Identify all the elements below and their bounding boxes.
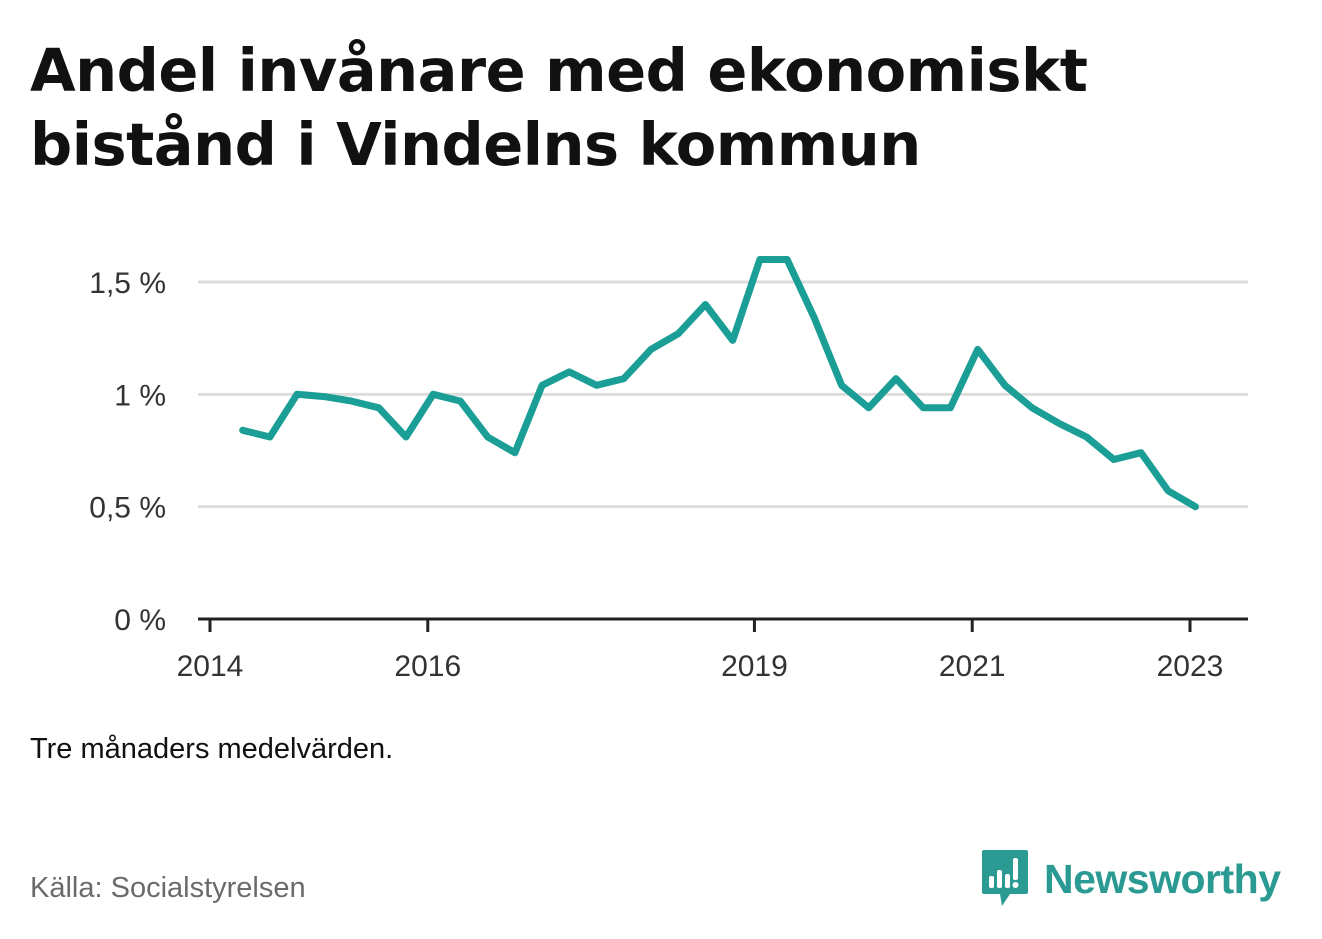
x-tick-label: 2016 — [394, 650, 461, 683]
x-axis-tick-labels: 2014 2016 2019 2021 2023 — [177, 650, 1224, 683]
y-tick-label: 0 % — [114, 604, 166, 637]
series-line — [239, 256, 1199, 511]
newsworthy-logo-icon — [982, 850, 1028, 906]
x-tick-label: 2019 — [721, 650, 788, 683]
brand-logo[interactable]: Newsworthy — [980, 848, 1281, 910]
chart-title: Andel invånare med ekonomiskt bistånd i … — [30, 36, 1088, 179]
x-tick-label: 2014 — [177, 650, 244, 683]
chart-note: Tre månaders medelvärden. — [30, 733, 394, 765]
series-layer — [239, 256, 1199, 511]
line-chart: 0 % 0,5 % 1 % 1,5 % 2014 2016 2019 2021 2023 — [89, 256, 1248, 683]
y-tick-label: 1,5 % — [89, 267, 166, 300]
y-tick-label: 0,5 % — [89, 492, 166, 525]
x-tick-label: 2021 — [939, 650, 1006, 683]
brand-name: Newsworthy — [1044, 855, 1281, 902]
x-axis — [198, 617, 1248, 632]
y-axis-tick-labels: 0 % 0,5 % 1 % 1,5 % — [89, 267, 166, 637]
y-tick-label: 1 % — [114, 379, 166, 412]
grid-lines — [198, 280, 1248, 509]
x-tick-label: 2023 — [1157, 650, 1224, 683]
source-label: Källa: Socialstyrelsen — [30, 872, 306, 904]
